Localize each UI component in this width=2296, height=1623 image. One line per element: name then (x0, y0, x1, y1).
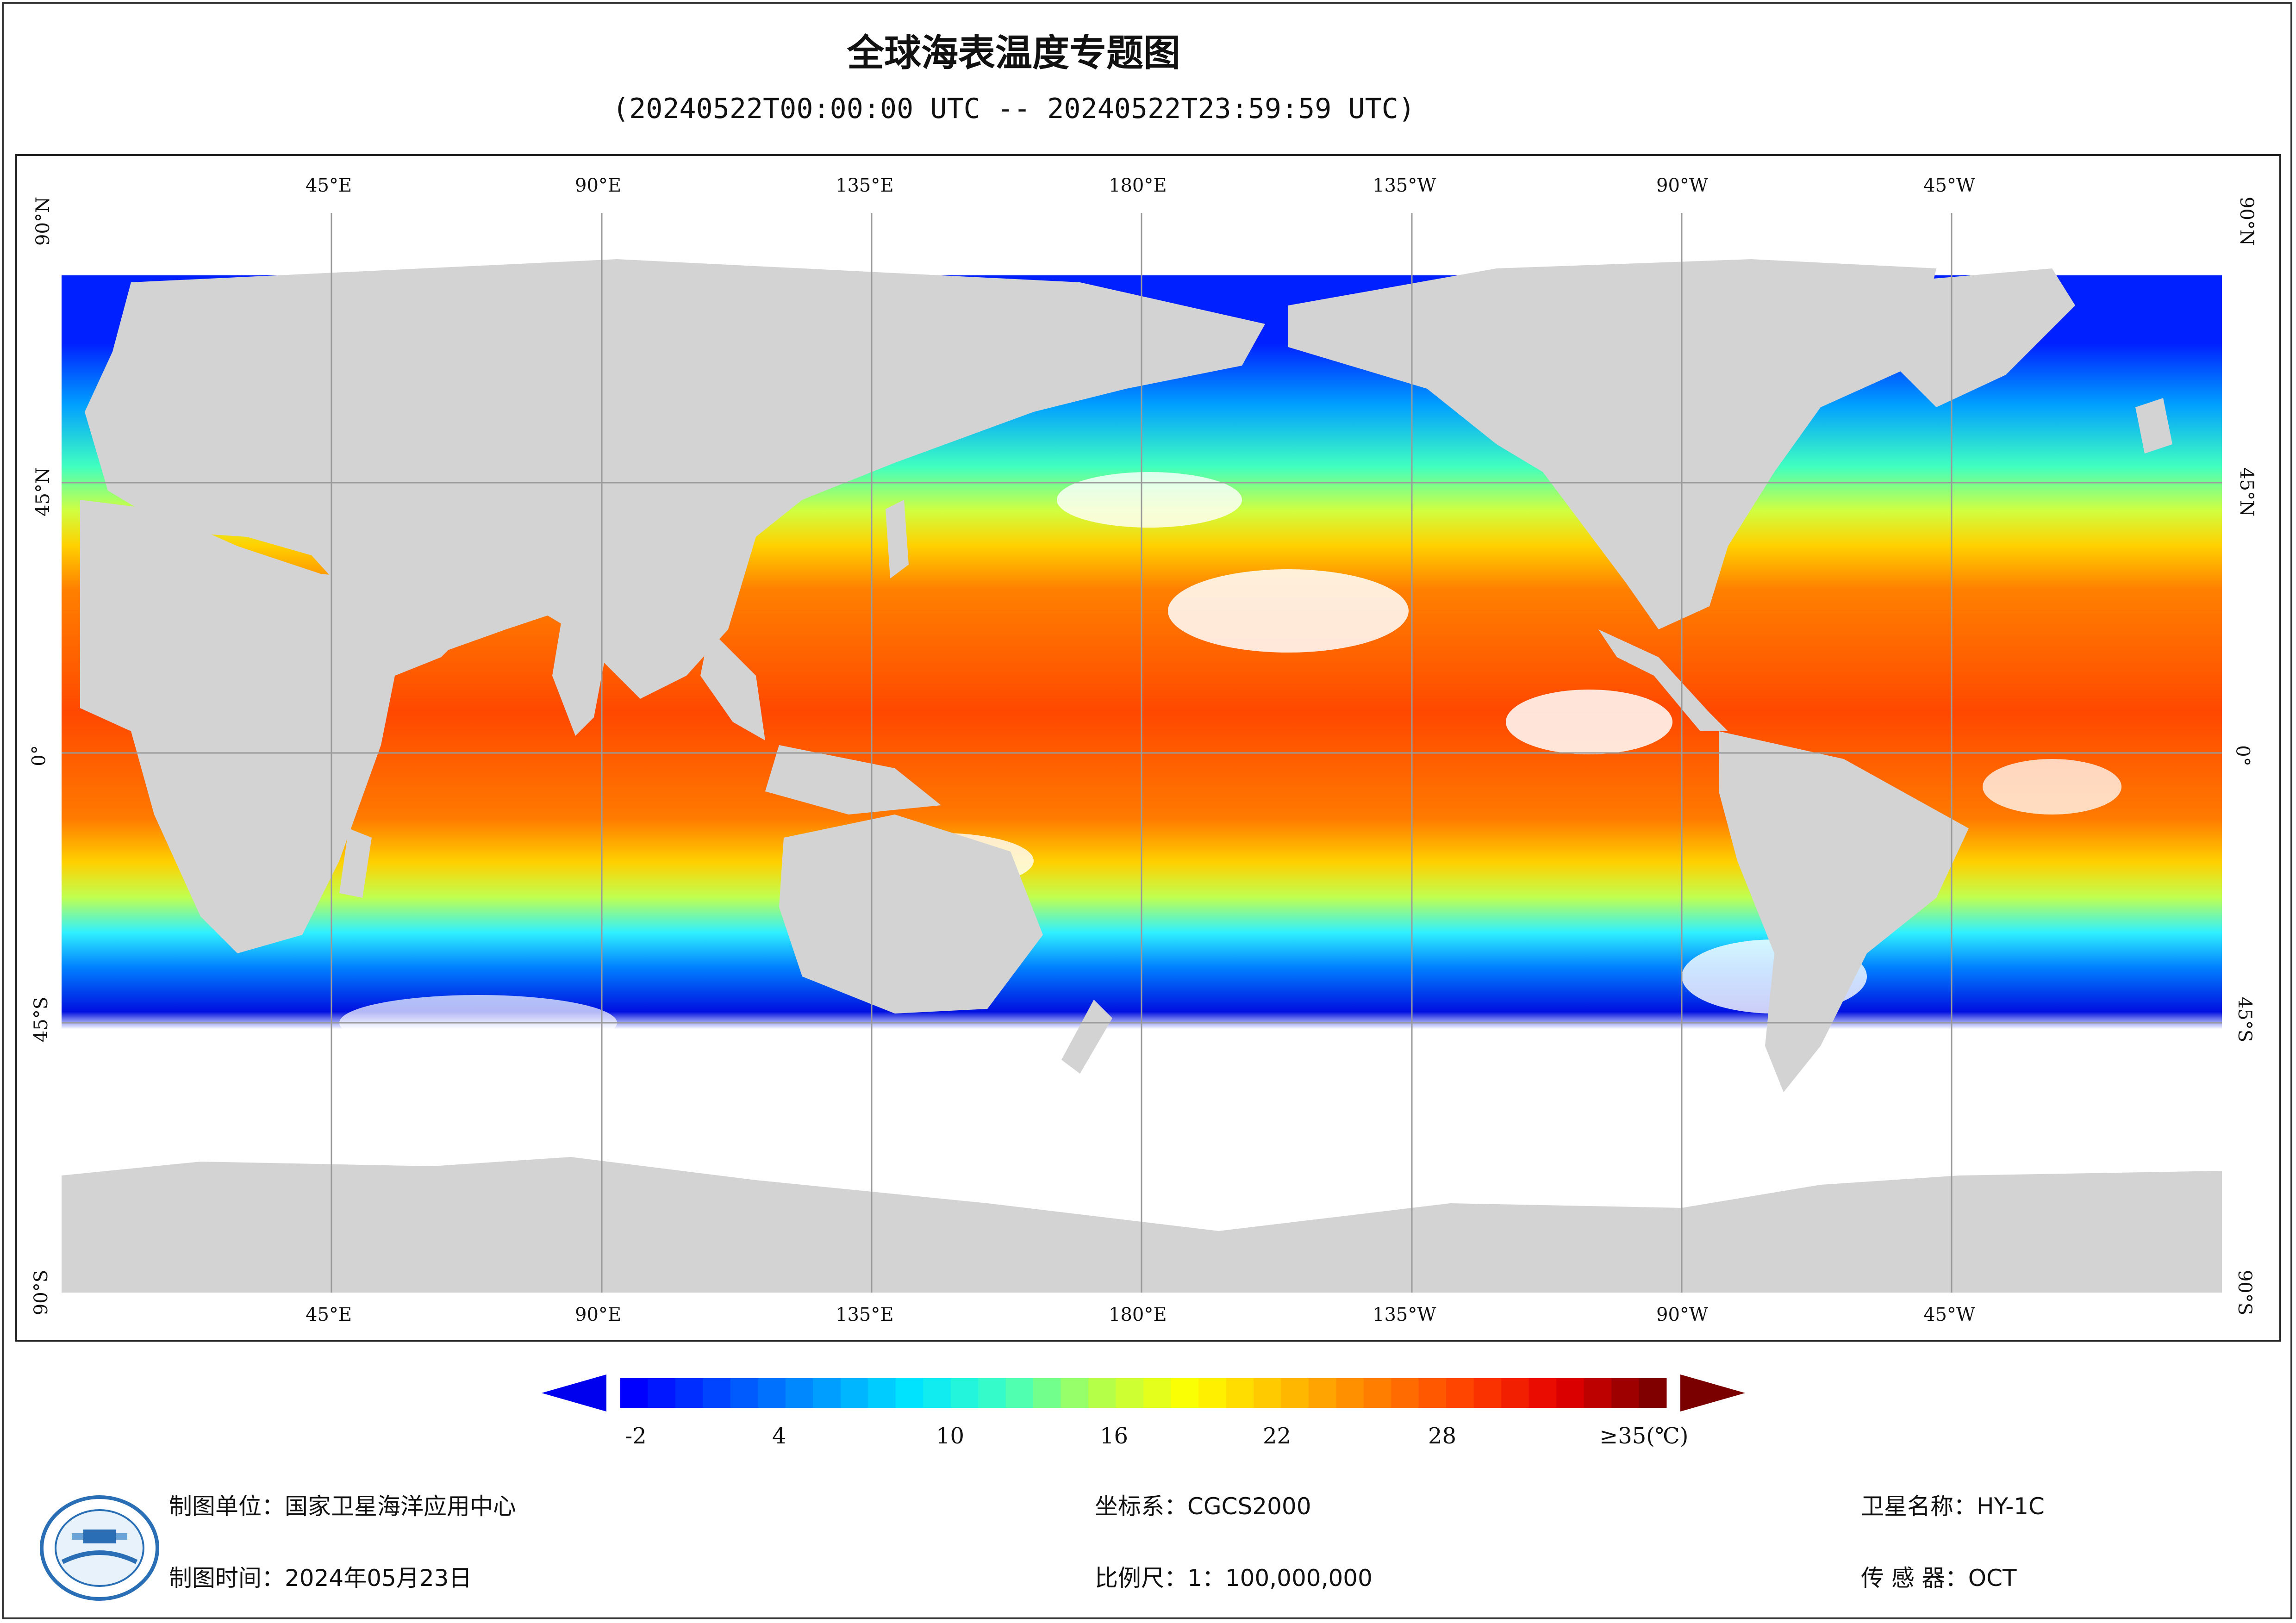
colorbar-block (895, 1378, 923, 1408)
colorbar-block (785, 1378, 813, 1408)
map-unit: 制图单位：国家卫星海洋应用中心 (169, 1493, 516, 1520)
colorbar-low-arrow (542, 1374, 606, 1412)
map-frame (15, 154, 2281, 1342)
lat-label-left: 0° (28, 745, 50, 766)
colorbar-block (1418, 1378, 1447, 1408)
lat-label-left: 45°N (32, 467, 54, 516)
colorbar-block (1501, 1378, 1529, 1408)
colorbar-tick-label: 10 (936, 1423, 965, 1449)
lon-label-bottom: 135°W (1373, 1304, 1436, 1325)
lon-label-top: 45°W (1923, 175, 1976, 196)
lon-label-bottom: 45°E (306, 1304, 352, 1325)
nsoas-logo-icon (40, 1495, 159, 1601)
colorbar-block (1556, 1378, 1585, 1408)
map-date: 制图时间：2024年05月23日 (169, 1565, 472, 1592)
sst-map (62, 213, 2222, 1293)
lon-label-top: 135°W (1373, 175, 1436, 196)
lon-label-bottom: 135°E (836, 1304, 894, 1325)
satellite-name: 卫星名称：HY-1C (1861, 1493, 2045, 1520)
sensor-name: 传 感 器：OCT (1861, 1565, 2017, 1592)
colorbar-block (923, 1378, 951, 1408)
colorbar-block (1143, 1378, 1171, 1408)
lat-label-left: 90°S (31, 1269, 52, 1316)
colorbar-tick-label: ≥35(℃) (1599, 1423, 1689, 1449)
lon-label-bottom: 90°E (575, 1304, 622, 1325)
colorbar (542, 1374, 1745, 1412)
colorbar-block (675, 1378, 703, 1408)
colorbar-tick-label: 16 (1100, 1423, 1129, 1449)
colorbar-tick-label: 22 (1263, 1423, 1292, 1449)
lat-label-right: 45°N (2235, 467, 2257, 516)
colorbar-block (1391, 1378, 1419, 1408)
colorbar-block (1253, 1378, 1281, 1408)
colorbar-block (1116, 1378, 1144, 1408)
coordinate-system: 坐标系：CGCS2000 (1095, 1493, 1311, 1520)
colorbar-high-arrow (1680, 1374, 1745, 1412)
map-title: 全球海表温度专题图 (847, 31, 1180, 75)
colorbar-block (840, 1378, 868, 1408)
map-scale: 比例尺：1：100,000,000 (1095, 1565, 1373, 1592)
colorbar-block (868, 1378, 896, 1408)
colorbar-block (758, 1378, 786, 1408)
lon-label-top: 90°E (575, 175, 622, 196)
colorbar-block (1473, 1378, 1502, 1408)
lat-label-left: 90°N (32, 197, 54, 246)
colorbar-block (1281, 1378, 1309, 1408)
lat-label-left: 45°S (31, 996, 52, 1043)
colorbar-block (1088, 1378, 1117, 1408)
colorbar-block (1033, 1378, 1061, 1408)
time-range: (20240522T00:00:00 UTC -- 20240522T23:59… (612, 93, 1415, 125)
colorbar-blocks (620, 1378, 1667, 1408)
colorbar-block (730, 1378, 758, 1408)
colorbar-block (1639, 1378, 1667, 1408)
lat-label-right: 0° (2232, 745, 2253, 766)
lon-label-top: 90°W (1656, 175, 1709, 196)
colorbar-block (1005, 1378, 1034, 1408)
colorbar-block (1198, 1378, 1226, 1408)
colorbar-block (813, 1378, 841, 1408)
colorbar-block (1336, 1378, 1364, 1408)
lon-label-bottom: 180°E (1109, 1304, 1167, 1325)
lat-label-right: 90°N (2235, 197, 2257, 246)
colorbar-tick-label: 28 (1428, 1423, 1457, 1449)
lat-label-right: 90°S (2234, 1269, 2256, 1316)
lat-label-right: 45°S (2234, 996, 2256, 1043)
graticule (62, 213, 2222, 1293)
colorbar-block (978, 1378, 1006, 1408)
colorbar-block (1061, 1378, 1089, 1408)
lon-label-top: 45°E (306, 175, 352, 196)
lon-label-top: 180°E (1109, 175, 1167, 196)
colorbar-block (1171, 1378, 1199, 1408)
colorbar-block (648, 1378, 676, 1408)
colorbar-block (950, 1378, 979, 1408)
colorbar-block (703, 1378, 731, 1408)
colorbar-block (1529, 1378, 1557, 1408)
lon-label-bottom: 45°W (1923, 1304, 1976, 1325)
colorbar-tick-label: 4 (772, 1423, 786, 1449)
colorbar-block (1446, 1378, 1474, 1408)
colorbar-block (620, 1378, 648, 1408)
colorbar-block (1584, 1378, 1612, 1408)
lon-label-bottom: 90°W (1656, 1304, 1709, 1325)
colorbar-block (1308, 1378, 1336, 1408)
colorbar-tick-label: -2 (625, 1423, 647, 1449)
colorbar-block (1611, 1378, 1640, 1408)
colorbar-block (1363, 1378, 1391, 1408)
colorbar-block (1226, 1378, 1254, 1408)
lon-label-top: 135°E (836, 175, 894, 196)
